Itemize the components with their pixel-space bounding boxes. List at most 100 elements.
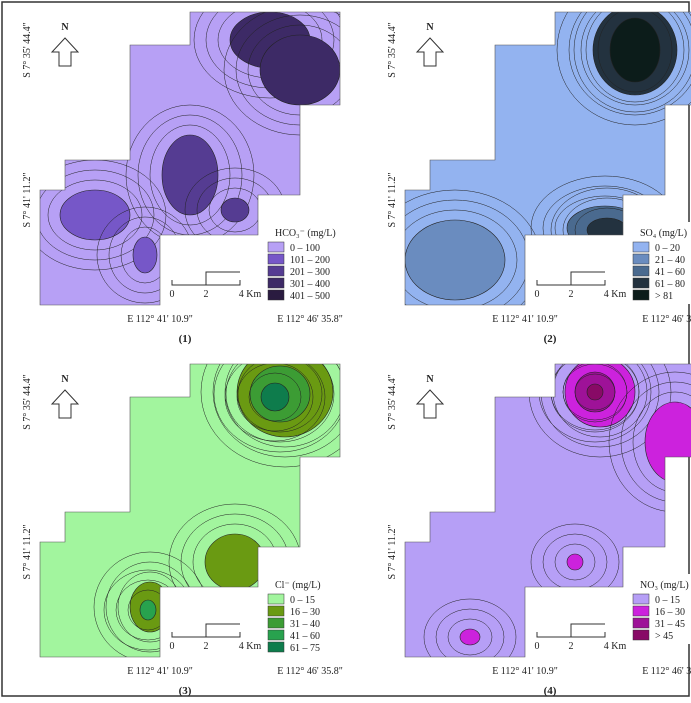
legend-label: 0 – 100 xyxy=(290,243,320,254)
scale-label: 0 xyxy=(535,289,540,300)
contour-zone xyxy=(133,237,157,273)
scale-label: 0 xyxy=(170,289,175,300)
legend-swatch xyxy=(268,278,284,288)
scale-label: 2 xyxy=(204,641,209,652)
map-panel: N S 7° 35' 44.4" S 7° 41' 11.2" E 112° 41' … xyxy=(387,327,691,697)
longitude-label: E 112° 41' 10.9" xyxy=(492,666,558,677)
north-label: N xyxy=(426,22,434,33)
panel-caption: (3) xyxy=(179,685,192,697)
latitude-label: S 7° 41' 11.2" xyxy=(22,524,33,579)
contour-zone xyxy=(221,198,249,222)
contour-zone xyxy=(261,383,289,411)
legend-swatch xyxy=(268,630,284,640)
north-arrow xyxy=(417,390,443,418)
legend-swatch xyxy=(633,630,649,640)
map-panel: N S 7° 35' 44.4" S 7° 41' 11.2" E 112° 41' … xyxy=(369,0,691,345)
contour-zone xyxy=(460,629,480,645)
contour-zone xyxy=(60,190,130,240)
legend-label: 201 – 300 xyxy=(290,267,330,278)
north-label: N xyxy=(61,22,69,33)
scale-label: 2 xyxy=(569,289,574,300)
scale-label: 0 xyxy=(535,641,540,652)
scale-label: 4 Km xyxy=(239,289,262,300)
latitude-label: S 7° 35' 44.4" xyxy=(22,22,33,77)
legend-label: 0 – 15 xyxy=(290,595,315,606)
latitude-label: S 7° 41' 11.2" xyxy=(387,172,398,227)
latitude-label: S 7° 41' 11.2" xyxy=(387,524,398,579)
longitude-label: E 112° 41' 10.9" xyxy=(492,314,558,325)
legend-label: > 81 xyxy=(655,291,673,302)
scale-label: 4 Km xyxy=(239,641,262,652)
contour-zone xyxy=(610,18,660,82)
scale-label: 4 Km xyxy=(604,641,627,652)
legend-label: 0 – 15 xyxy=(655,595,680,606)
legend-swatch xyxy=(633,594,649,604)
legend-label: 16 – 30 xyxy=(290,607,320,618)
longitude-label: E 112° 46' 35.8" xyxy=(277,314,343,325)
longitude-label: E 112° 46' 35.8" xyxy=(642,314,691,325)
north-label: N xyxy=(426,374,434,385)
north-label: N xyxy=(61,374,69,385)
legend-swatch xyxy=(268,642,284,652)
legend-label: 31 – 40 xyxy=(290,619,320,630)
legend-label: 41 – 60 xyxy=(655,267,685,278)
contour-zone xyxy=(567,554,583,570)
scale-label: 2 xyxy=(204,289,209,300)
page: N S 7° 35' 44.4" S 7° 41' 11.2" E 112° 41' … xyxy=(0,0,691,703)
legend-swatch xyxy=(268,242,284,252)
latitude-label: S 7° 35' 44.4" xyxy=(22,374,33,429)
legend-swatch xyxy=(633,618,649,628)
panel-caption: (1) xyxy=(179,333,192,345)
latitude-label: S 7° 35' 44.4" xyxy=(387,374,398,429)
scale-label: 2 xyxy=(569,641,574,652)
legend-label: > 45 xyxy=(655,631,673,642)
contour-zone xyxy=(140,600,156,620)
legend-label: 301 – 400 xyxy=(290,279,330,290)
legend-label: 101 – 200 xyxy=(290,255,330,266)
panel-caption: (2) xyxy=(544,333,557,345)
legend-swatch xyxy=(633,606,649,616)
legend-label: 21 – 40 xyxy=(655,255,685,266)
contour-zone xyxy=(260,35,340,105)
legend-swatch xyxy=(268,254,284,264)
legend-label: 401 – 500 xyxy=(290,291,330,302)
map-panel: N S 7° 35' 44.4" S 7° 41' 11.2" E 112° 41' … xyxy=(22,317,369,697)
legend-label: 31 – 45 xyxy=(655,619,685,630)
legend-label: 61 – 80 xyxy=(655,279,685,290)
panel-caption: (4) xyxy=(544,685,557,697)
contour-zone xyxy=(205,534,265,590)
legend-label: 61 – 75 xyxy=(290,643,320,654)
legend-title: Cl⁻ (mg/L) xyxy=(275,580,321,591)
legend-swatch xyxy=(268,266,284,276)
latitude-label: S 7° 35' 44.4" xyxy=(387,22,398,77)
legend-swatch xyxy=(633,290,649,300)
longitude-label: E 112° 41' 10.9" xyxy=(127,314,193,325)
legend-label: 0 – 20 xyxy=(655,243,680,254)
north-arrow xyxy=(417,38,443,66)
north-arrow xyxy=(52,38,78,66)
legend-label: 16 – 30 xyxy=(655,607,685,618)
scale-label: 0 xyxy=(170,641,175,652)
longitude-label: E 112° 46' 35.8" xyxy=(277,666,343,677)
contour-zone xyxy=(162,135,218,215)
longitude-label: E 112° 41' 10.9" xyxy=(127,666,193,677)
legend-swatch xyxy=(268,290,284,300)
scale-label: 4 Km xyxy=(604,289,627,300)
map-panel: N S 7° 35' 44.4" S 7° 41' 11.2" E 112° 41' … xyxy=(22,0,376,345)
legend-title: NO₃ (mg/L) xyxy=(640,580,689,591)
figure: N S 7° 35' 44.4" S 7° 41' 11.2" E 112° 41' … xyxy=(0,0,691,698)
contour-zone xyxy=(405,220,505,300)
legend-swatch xyxy=(633,254,649,264)
latitude-label: S 7° 41' 11.2" xyxy=(22,172,33,227)
legend-swatch xyxy=(268,606,284,616)
legend-title: SO₄ (mg/L) xyxy=(640,228,687,239)
legend-swatch xyxy=(633,242,649,252)
contour-zone xyxy=(587,218,627,242)
legend-swatch xyxy=(268,618,284,628)
legend-swatch xyxy=(268,594,284,604)
legend-label: 41 – 60 xyxy=(290,631,320,642)
longitude-label: E 112° 46' 35.8" xyxy=(642,666,691,677)
legend-swatch xyxy=(633,278,649,288)
legend-swatch xyxy=(633,266,649,276)
north-arrow xyxy=(52,390,78,418)
